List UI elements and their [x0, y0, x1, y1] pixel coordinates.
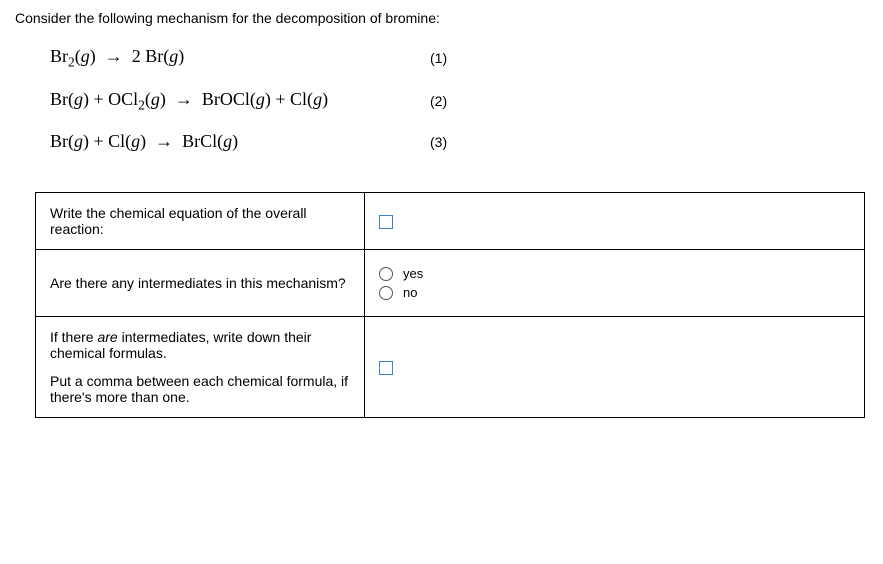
answer-intermediates-cell: yes no: [365, 250, 865, 317]
equation-1-text: Br2(g) → 2 Br(g): [50, 46, 430, 71]
equation-3-text: Br(g) + Cl(g) → BrCl(g): [50, 131, 430, 152]
equation-1: Br2(g) → 2 Br(g) (1): [50, 46, 868, 71]
answer-overall-reaction-cell: [365, 193, 865, 250]
question-overall-reaction: Write the chemical equation of the overa…: [36, 193, 365, 250]
table-row: Are there any intermediates in this mech…: [36, 250, 865, 317]
equation-3-num: (3): [430, 134, 447, 150]
question-intermediates: Are there any intermediates in this mech…: [36, 250, 365, 317]
equation-3: Br(g) + Cl(g) → BrCl(g) (3): [50, 131, 868, 152]
table-row: If there are intermediates, write down t…: [36, 317, 865, 418]
radio-no[interactable]: no: [379, 285, 850, 300]
answer-table: Write the chemical equation of the overa…: [35, 192, 865, 418]
question-q3b: Put a comma between each chemical formul…: [50, 373, 350, 405]
question-q3a: If there are intermediates, write down t…: [50, 329, 350, 361]
radio-no-label: no: [403, 285, 417, 300]
overall-reaction-input[interactable]: [379, 215, 393, 229]
radio-yes[interactable]: yes: [379, 266, 850, 281]
radio-circle-icon: [379, 267, 393, 281]
question-intermediate-formulas: If there are intermediates, write down t…: [36, 317, 365, 418]
answer-intermediate-formulas-cell: [365, 317, 865, 418]
table-row: Write the chemical equation of the overa…: [36, 193, 865, 250]
equation-1-num: (1): [430, 50, 447, 66]
radio-yes-label: yes: [403, 266, 423, 281]
prompt-text: Consider the following mechanism for the…: [15, 10, 868, 26]
equation-2: Br(g) + OCl2(g) → BrOCl(g) + Cl(g) (2): [50, 89, 868, 114]
equation-2-text: Br(g) + OCl2(g) → BrOCl(g) + Cl(g): [50, 89, 430, 114]
intermediate-formulas-input[interactable]: [379, 361, 393, 375]
radio-circle-icon: [379, 286, 393, 300]
equations-block: Br2(g) → 2 Br(g) (1) Br(g) + OCl2(g) → B…: [50, 46, 868, 152]
equation-2-num: (2): [430, 93, 447, 109]
